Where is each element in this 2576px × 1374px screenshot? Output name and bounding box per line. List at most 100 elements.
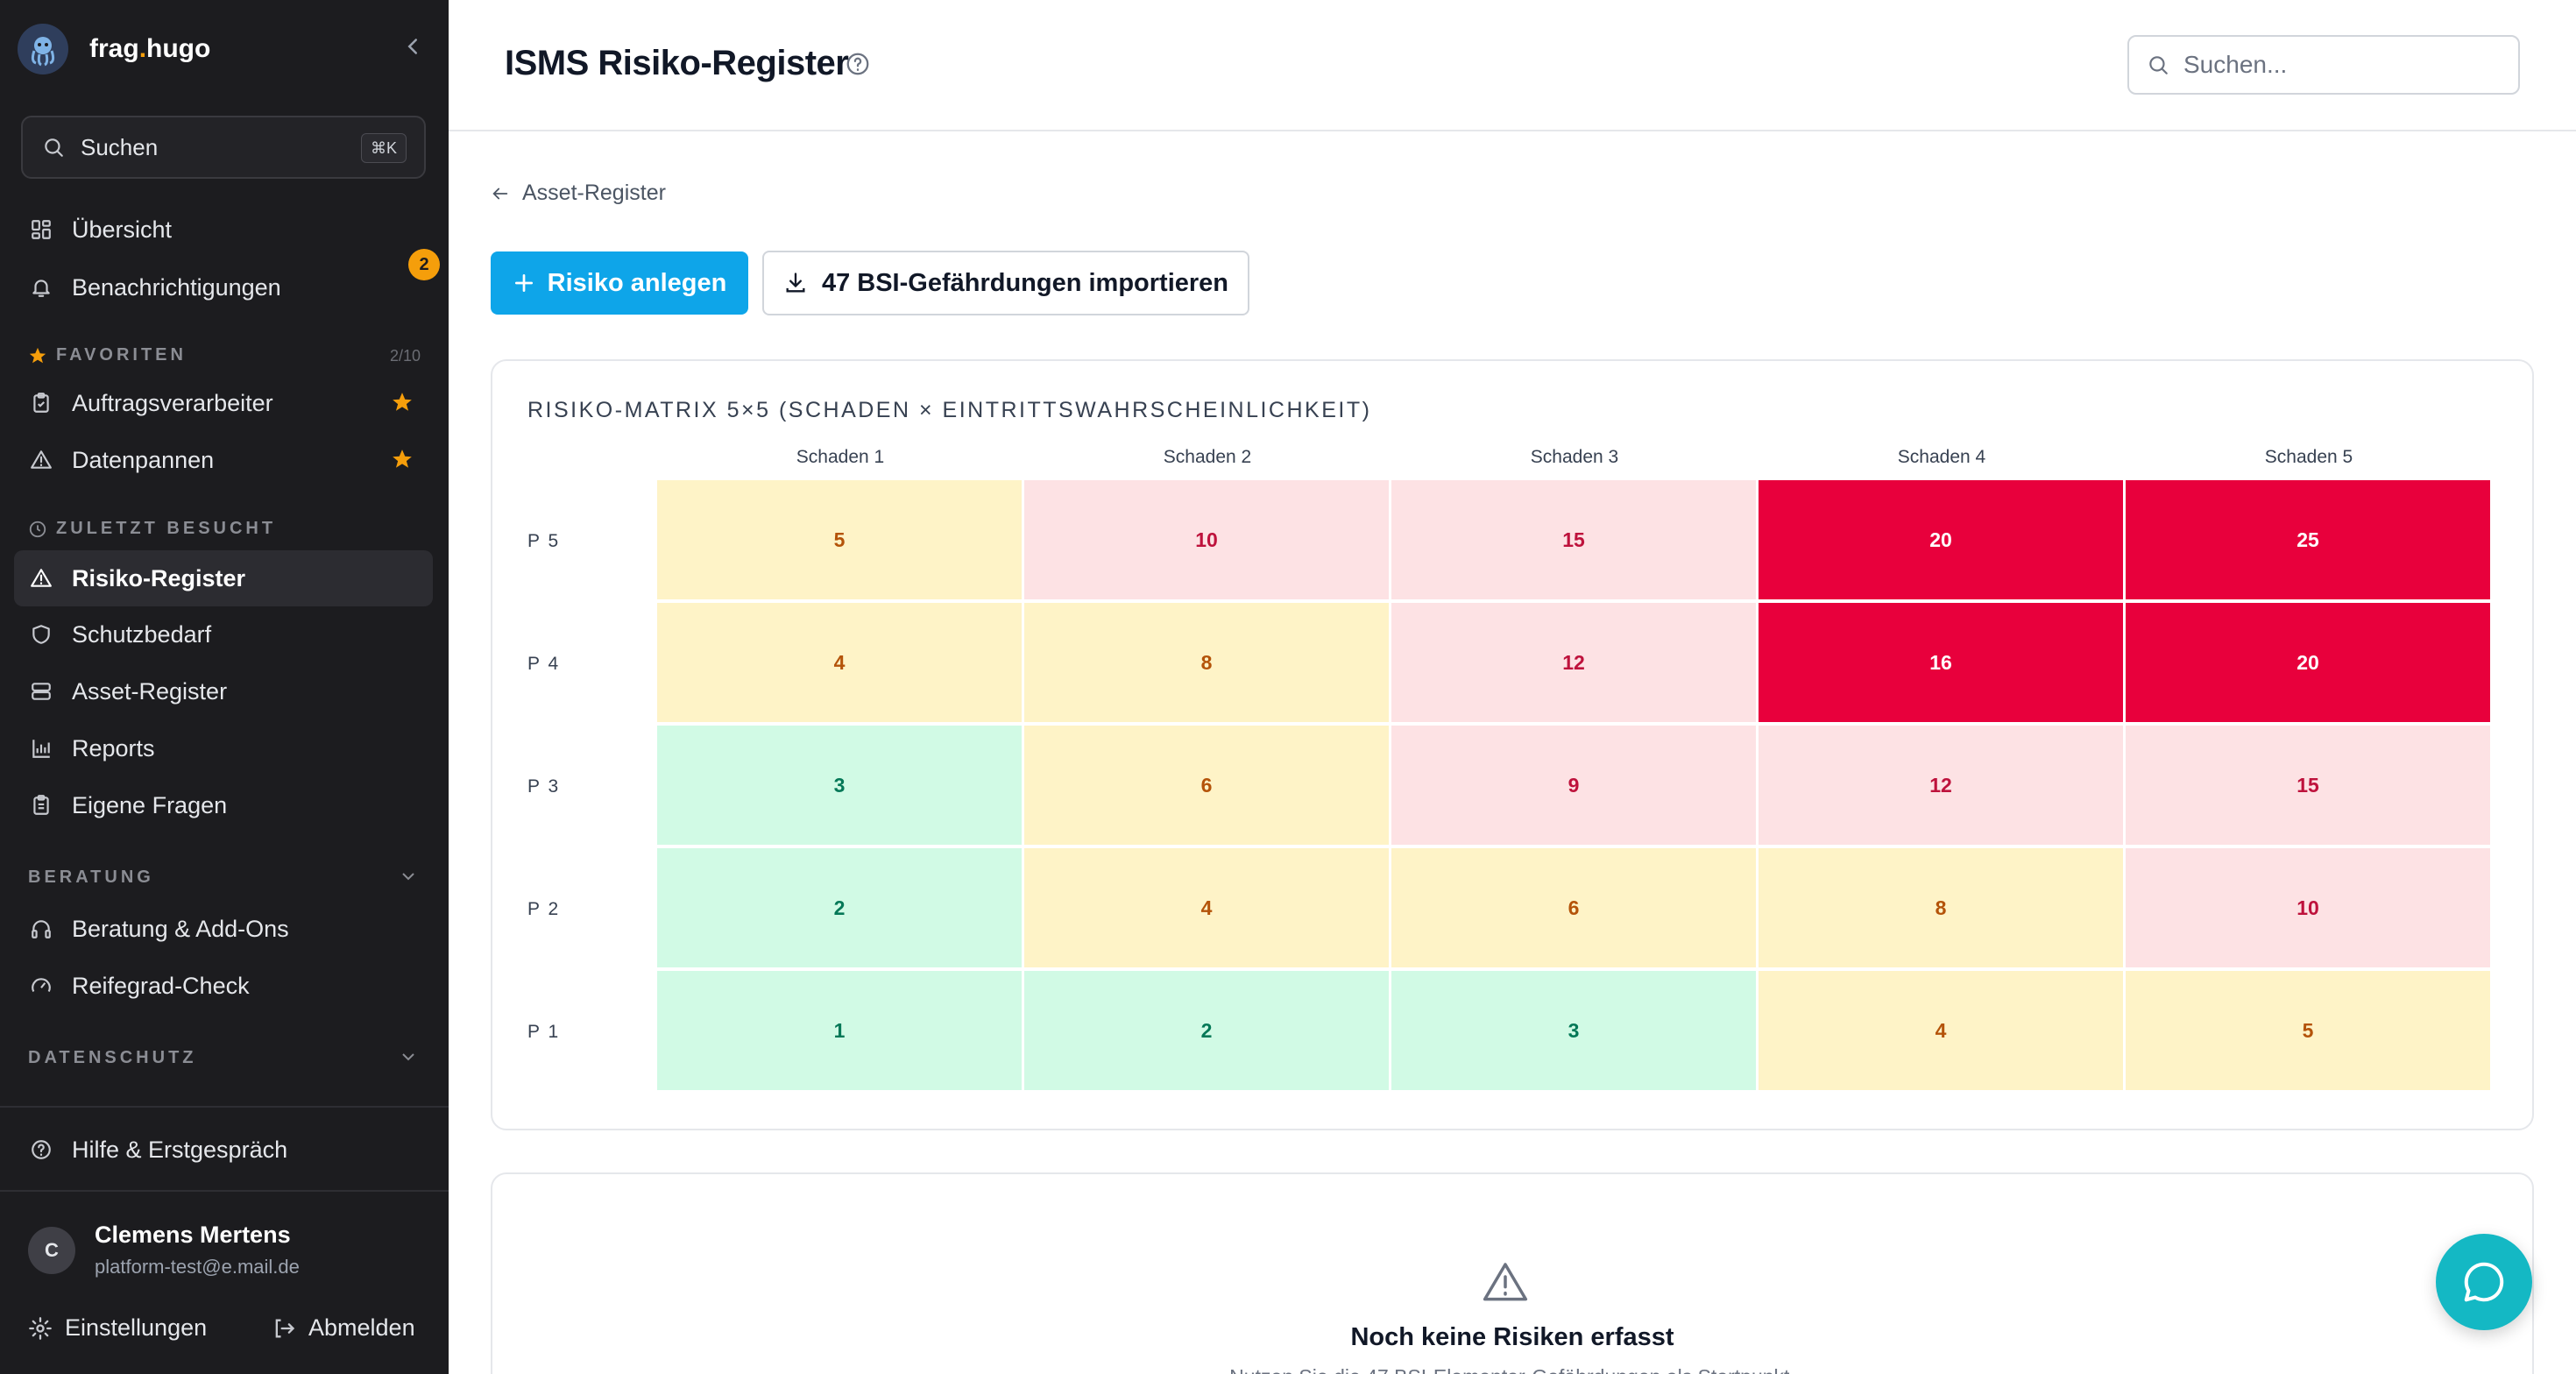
settings-label: Einstellungen — [65, 1314, 208, 1341]
logout-label: Abmelden — [308, 1314, 415, 1341]
sidebar-item-help[interactable]: Hilfe & Erstgespräch — [14, 1122, 433, 1178]
matrix-cell[interactable]: 3 — [657, 726, 1023, 846]
help-circle-icon — [28, 1137, 54, 1163]
sidebar-item-schutzbedarf[interactable]: Schutzbedarf — [14, 606, 433, 662]
datenschutz-section-label[interactable]: DATENSCHUTZ — [28, 1048, 197, 1067]
sidebar-item-reifegrad-check[interactable]: Reifegrad-Check — [14, 958, 433, 1014]
favorites-section-label: FAVORITEN — [28, 345, 187, 365]
matrix-cell[interactable]: 15 — [1391, 480, 1758, 601]
sidebar-item-beratung-addons[interactable]: Beratung & Add-Ons — [14, 901, 433, 957]
chat-bubble-icon — [2464, 1262, 2504, 1302]
sidebar-item-label: Schutzbedarf — [72, 620, 212, 648]
back-link[interactable]: Asset-Register — [491, 181, 666, 206]
matrix-cell[interactable]: 20 — [1759, 480, 2125, 601]
import-bsi-button[interactable]: 47 BSI-Gefährdungen importieren — [762, 251, 1249, 315]
notification-count-badge: 2 — [408, 249, 440, 280]
server-icon — [28, 678, 54, 705]
risk-matrix-card: RISIKO-MATRIX 5×5 (SCHADEN × EINTRITTSWA… — [491, 359, 2534, 1130]
search-shortcut: ⌘K — [360, 133, 407, 163]
logout-button[interactable]: Abmelden — [272, 1314, 415, 1342]
matrix-cell[interactable]: 6 — [1391, 848, 1758, 969]
chevron-down-icon[interactable] — [398, 1046, 419, 1067]
sidebar-item-datenpannen[interactable]: Datenpannen — [14, 432, 433, 488]
search-field[interactable] — [2127, 35, 2520, 95]
favorite-star-icon[interactable] — [391, 391, 414, 414]
sidebar-item-uebersicht[interactable]: Übersicht — [14, 202, 433, 258]
alert-triangle-icon — [1481, 1258, 1530, 1307]
search-icon — [45, 138, 63, 157]
page-title: ISMS Risiko-Register — [505, 44, 849, 82]
sidebar-item-label: Übersicht — [72, 216, 173, 243]
clock-icon — [29, 521, 46, 537]
recent-section-label: ZULETZT BESUCHT — [28, 519, 276, 539]
sidebar-item-label: Reports — [72, 734, 155, 761]
matrix-cell[interactable]: 25 — [2126, 480, 2492, 601]
matrix-cell[interactable]: 4 — [657, 603, 1023, 724]
matrix-cell[interactable]: 10 — [1024, 480, 1391, 601]
matrix-column-header: Schaden 5 — [2264, 447, 2353, 467]
matrix-cell[interactable]: 9 — [1391, 726, 1758, 846]
avatar: C — [28, 1226, 75, 1274]
sidebar-divider — [0, 1106, 449, 1108]
search-input[interactable] — [2183, 51, 2499, 79]
plus-icon — [513, 272, 535, 294]
matrix-cell[interactable]: 1 — [657, 971, 1023, 1092]
matrix-cell[interactable]: 16 — [1759, 603, 2125, 724]
matrix-cell[interactable]: 2 — [657, 848, 1023, 969]
matrix-row-header: P 2 — [527, 899, 561, 919]
matrix-cell[interactable]: 5 — [2126, 971, 2492, 1092]
chat-button[interactable] — [2436, 1234, 2532, 1330]
matrix-cell[interactable]: 5 — [657, 480, 1023, 601]
add-risk-button[interactable]: Risiko anlegen — [491, 251, 748, 315]
matrix-column-header: Schaden 1 — [796, 447, 885, 467]
sidebar-divider — [0, 1190, 449, 1192]
sidebar-item-eigene-fragen[interactable]: Eigene Fragen — [14, 777, 433, 833]
back-link-label: Asset-Register — [522, 181, 666, 205]
help-circle-icon[interactable] — [845, 51, 871, 77]
alert-triangle-icon — [28, 447, 54, 473]
user-profile[interactable]: C Clemens Mertens platform-test@e.mail.d… — [28, 1222, 300, 1278]
matrix-column-header: Schaden 2 — [1163, 447, 1252, 467]
add-risk-label: Risiko anlegen — [547, 268, 727, 297]
sidebar-item-risiko-register[interactable]: Risiko-Register — [14, 550, 433, 606]
risk-matrix-title: RISIKO-MATRIX 5×5 (SCHADEN × EINTRITTSWA… — [527, 398, 1372, 422]
matrix-row-header: P 5 — [527, 531, 561, 551]
alert-triangle-icon — [28, 565, 54, 591]
matrix-row-header: P 1 — [527, 1022, 561, 1042]
matrix-cell[interactable]: 6 — [1024, 726, 1391, 846]
sidebar-item-auftragsverarbeiter[interactable]: Auftragsverarbeiter — [14, 375, 433, 431]
matrix-row-header: P 3 — [527, 776, 561, 797]
matrix-cell[interactable]: 2 — [1024, 971, 1391, 1092]
sidebar-item-benachrichtigungen[interactable]: Benachrichtigungen — [14, 259, 433, 315]
user-email: platform-test@e.mail.de — [95, 1256, 300, 1278]
sidebar-item-reports[interactable]: Reports — [14, 720, 433, 776]
import-bsi-label: 47 BSI-Gefährdungen importieren — [821, 268, 1229, 297]
sidebar-item-asset-register[interactable]: Asset-Register — [14, 663, 433, 719]
favorite-star-icon[interactable] — [391, 448, 414, 471]
sidebar-search[interactable]: Suchen ⌘K — [21, 116, 426, 179]
sidebar-item-label: Risiko-Register — [72, 564, 246, 591]
beratung-section-label[interactable]: BERATUNG — [28, 868, 154, 887]
matrix-cell[interactable]: 8 — [1759, 848, 2125, 969]
matrix-cell[interactable]: 12 — [1391, 603, 1758, 724]
sidebar: frag.hugo Suchen ⌘K Übersicht Benachrich… — [0, 0, 449, 1374]
matrix-cell[interactable]: 8 — [1024, 603, 1391, 724]
search-icon — [2149, 56, 2168, 74]
matrix-cell[interactable]: 12 — [1759, 726, 2125, 846]
matrix-cell[interactable]: 10 — [2126, 848, 2492, 969]
sidebar-item-label: Auftragsverarbeiter — [72, 389, 273, 416]
brand[interactable]: frag.hugo — [18, 21, 210, 77]
matrix-cell[interactable]: 20 — [2126, 603, 2492, 724]
collapse-sidebar-chevron-icon[interactable] — [400, 33, 426, 60]
bell-icon — [28, 274, 54, 301]
matrix-cell[interactable]: 3 — [1391, 971, 1758, 1092]
sidebar-item-label: Hilfe & Erstgespräch — [72, 1136, 288, 1163]
empty-state-subtitle: Nutzen Sie die 47 BSI-Elementar-Gefährdu… — [492, 1365, 2532, 1374]
sidebar-item-label: Reifegrad-Check — [72, 972, 250, 999]
matrix-cell[interactable]: 15 — [2126, 726, 2492, 846]
chevron-down-icon[interactable] — [398, 866, 419, 887]
arrow-left-icon — [491, 184, 510, 203]
settings-button[interactable]: Einstellungen — [28, 1314, 207, 1342]
matrix-cell[interactable]: 4 — [1759, 971, 2125, 1092]
matrix-cell[interactable]: 4 — [1024, 848, 1391, 969]
